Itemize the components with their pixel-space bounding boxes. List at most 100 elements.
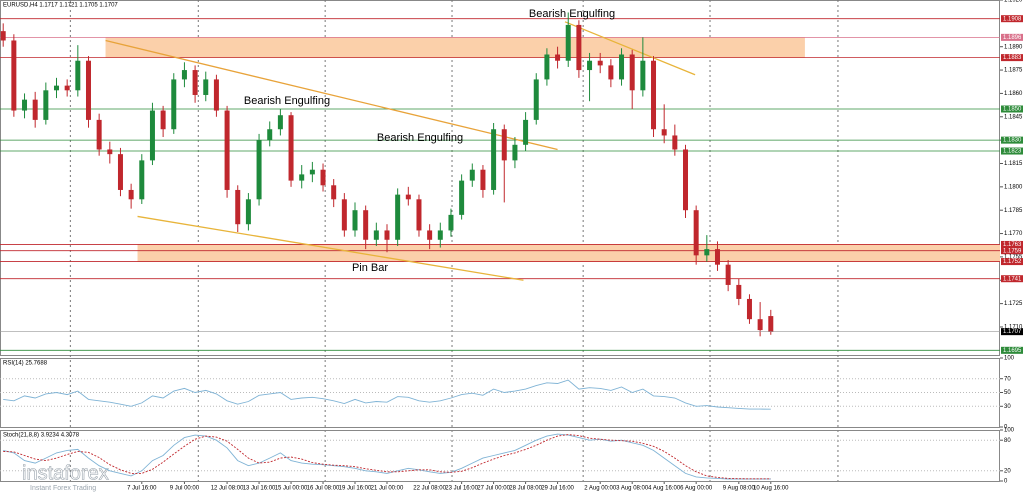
candle-body (619, 54, 625, 80)
candle-body (107, 149, 113, 155)
candle-body (22, 99, 28, 111)
candle-body (555, 54, 561, 61)
y-tick-label: 1.1800 (1004, 184, 1023, 190)
annotation: Bearish Engulfing (244, 95, 330, 107)
y-tick-label: 100 (1004, 428, 1015, 434)
y-tick-label: 1.1920 (1004, 0, 1023, 4)
candle-body (757, 319, 763, 331)
y-tick-label: 50 (1004, 390, 1011, 396)
level-label: 1.1759 (1003, 248, 1022, 254)
candle-body (565, 24, 571, 61)
candle-body (85, 60, 91, 120)
y-tick-label: 1.1815 (1004, 161, 1023, 167)
level-tag (1001, 15, 1023, 23)
candle-body (0, 31, 6, 41)
candle-body (352, 210, 358, 231)
level-label: 1.1883 (1003, 55, 1022, 61)
x-tick-label: 13 Jul 16:00 (243, 486, 276, 492)
candle-body (448, 214, 454, 231)
x-tick-label: 2 Aug 00:00 (584, 486, 617, 492)
candle-body (203, 79, 209, 95)
level-tag (1001, 258, 1023, 266)
candle-body (117, 154, 123, 190)
logo-tagline: Instant Forex Trading (30, 485, 96, 492)
trendline (564, 21, 696, 76)
candle-body (96, 119, 102, 150)
panel-frame (0, 430, 1000, 482)
y-tick-label: 80 (1004, 438, 1011, 444)
candle-body (469, 169, 475, 181)
level-tag (1001, 147, 1023, 155)
candle-body (629, 54, 635, 91)
candle-body (139, 160, 145, 200)
level-label: 1.1823 (1003, 149, 1022, 155)
candle-body (544, 54, 550, 80)
y-tick-label: 1.1875 (1004, 68, 1023, 74)
level-tag (1001, 247, 1023, 255)
candle-body (213, 79, 219, 111)
candle-body (395, 194, 401, 240)
candle-body (32, 99, 38, 120)
candle-body (288, 115, 294, 181)
candle-body (384, 230, 390, 240)
x-tick-label: 6 Aug 00:00 (680, 486, 713, 492)
x-tick-label: 9 Jul 00:00 (170, 486, 200, 492)
panel-title: Stoch(21,8,8) 3.9234 4.3078 (3, 433, 80, 439)
x-tick-label: 21 Jul 00:00 (371, 486, 404, 492)
candle-body (512, 144, 518, 161)
level-label: 1.1830 (1003, 138, 1022, 144)
y-tick-label: 0 (1004, 479, 1008, 485)
current-price-label: 1.1707 (1003, 329, 1022, 335)
candle-body (736, 284, 742, 299)
candle-body (768, 316, 774, 332)
x-tick-label: 10 Aug 16:00 (753, 486, 789, 492)
candle-body (11, 40, 17, 111)
x-tick-label: 7 Jul 16:00 (127, 486, 157, 492)
logo: instaforex (22, 462, 109, 484)
candle-body (672, 135, 678, 150)
candle-body (491, 129, 497, 190)
panel-frame (0, 0, 1000, 356)
candle-body (533, 79, 539, 120)
candle-body (43, 90, 49, 120)
x-tick-label: 22 Jul 08:00 (413, 486, 446, 492)
candle-body (54, 85, 60, 91)
candle-body (608, 65, 614, 80)
x-tick-label: 16 Jul 08:00 (307, 486, 340, 492)
level-tag (1001, 240, 1023, 248)
zone (105, 37, 805, 58)
candle-body (480, 169, 486, 190)
candle-body (704, 249, 710, 256)
x-tick-label: 4 Aug 16:00 (648, 486, 681, 492)
candle-body (267, 129, 273, 141)
candle-body (651, 60, 657, 130)
candle-body (427, 230, 433, 240)
level-label: 1.1695 (1003, 348, 1022, 354)
candle-body (128, 189, 134, 200)
candle-body (501, 129, 507, 161)
x-tick-label: 3 Aug 08:00 (616, 486, 649, 492)
candle-body (373, 230, 379, 240)
y-tick-label: 1.1845 (1004, 114, 1023, 120)
candle-body (181, 70, 187, 80)
x-tick-label: 29 Jul 16:00 (541, 486, 574, 492)
candle-body (459, 180, 465, 215)
candle-body (714, 249, 720, 265)
level-tag (1001, 33, 1023, 41)
candle-body (416, 199, 422, 231)
level-tag (1001, 136, 1023, 144)
candle-body (256, 140, 262, 200)
candle-body (725, 264, 731, 285)
candle-body (405, 194, 411, 200)
candle-body (320, 169, 326, 186)
candle-body (331, 185, 337, 200)
level-tag (1001, 275, 1023, 283)
level-tag (1001, 105, 1023, 113)
candle-body (299, 174, 305, 181)
y-tick-label: 1.1755 (1004, 254, 1023, 260)
candle-body (661, 129, 667, 136)
y-tick-label: 1.1890 (1004, 44, 1023, 50)
annotation: Pin Bar (352, 262, 388, 274)
panel-title: EURUSD,H4 1.1717 1.1721 1.1705 1.1707 (3, 3, 118, 9)
y-tick-label: 1.1710 (1004, 325, 1023, 331)
